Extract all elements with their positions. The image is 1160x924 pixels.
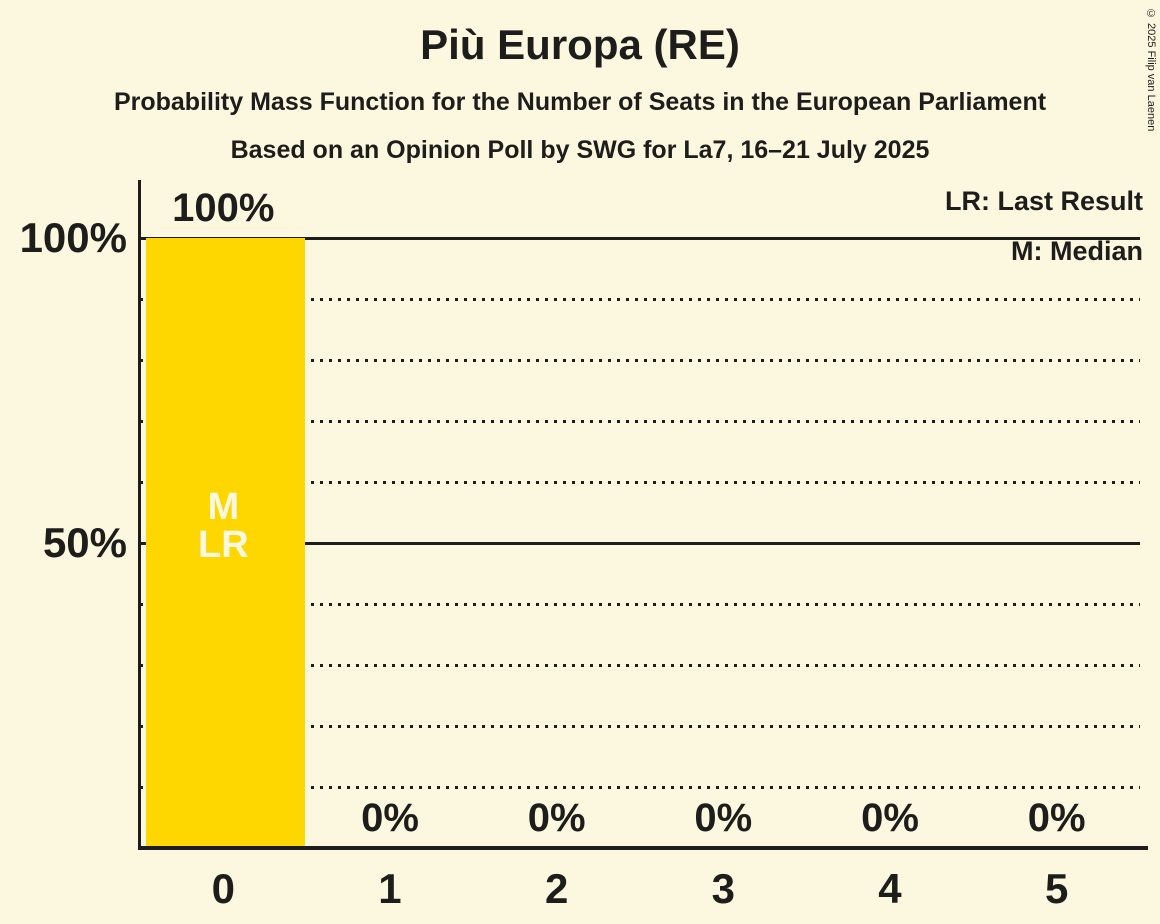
legend-median: M: Median <box>1011 236 1143 266</box>
x-tick-label-5: 5 <box>1044 865 1069 912</box>
value-label-seats-2: 0% <box>527 796 586 840</box>
copyright-notice: © 2025 Filip van Laenen <box>1145 8 1157 132</box>
gridline-dotted-40pct <box>140 602 1140 606</box>
value-label-seats-1: 0% <box>361 796 419 840</box>
gridline-solid-50pct <box>140 541 1140 545</box>
gridline-dotted-60pct <box>140 480 1140 484</box>
median-marker: M <box>207 486 240 528</box>
gridline-dotted-90pct <box>140 297 1140 301</box>
chart-subtitle: Probability Mass Function for the Number… <box>113 88 1047 116</box>
gridline-dotted-80pct <box>140 358 1140 362</box>
gridline-solid-100pct <box>140 236 1140 240</box>
x-axis-line <box>138 846 1148 850</box>
last-result-marker: LR <box>198 524 249 566</box>
x-tick-label-4: 4 <box>878 865 902 912</box>
y-axis-label-100: 100% <box>19 214 127 261</box>
gridline-dotted-30pct <box>140 663 1140 667</box>
value-label-seats-3: 0% <box>694 796 753 840</box>
chart-poll-source: Based on an Opinion Poll by SWG for La7,… <box>230 136 930 164</box>
gridline-dotted-20pct <box>140 724 1140 728</box>
value-label-seats-0: 100% <box>172 186 275 230</box>
x-tick-label-3: 3 <box>711 865 735 912</box>
chart-title: Più Europa (RE) <box>420 21 740 68</box>
x-tick-label-2: 2 <box>544 865 569 912</box>
bar-annotation-median-lastresult: M LR <box>140 488 307 564</box>
bar-seats-0 <box>146 238 305 848</box>
value-label-seats-4: 0% <box>861 796 919 840</box>
y-axis-label-50: 50% <box>42 519 127 566</box>
value-label-seats-5: 0% <box>1027 796 1086 840</box>
gridline-dotted-70pct <box>140 419 1140 423</box>
gridline-dotted-10pct <box>140 785 1140 789</box>
y-axis-line <box>138 180 141 850</box>
x-tick-label-0: 0 <box>211 865 235 912</box>
x-tick-label-1: 1 <box>378 865 402 912</box>
legend-last-result: LR: Last Result <box>944 186 1143 216</box>
